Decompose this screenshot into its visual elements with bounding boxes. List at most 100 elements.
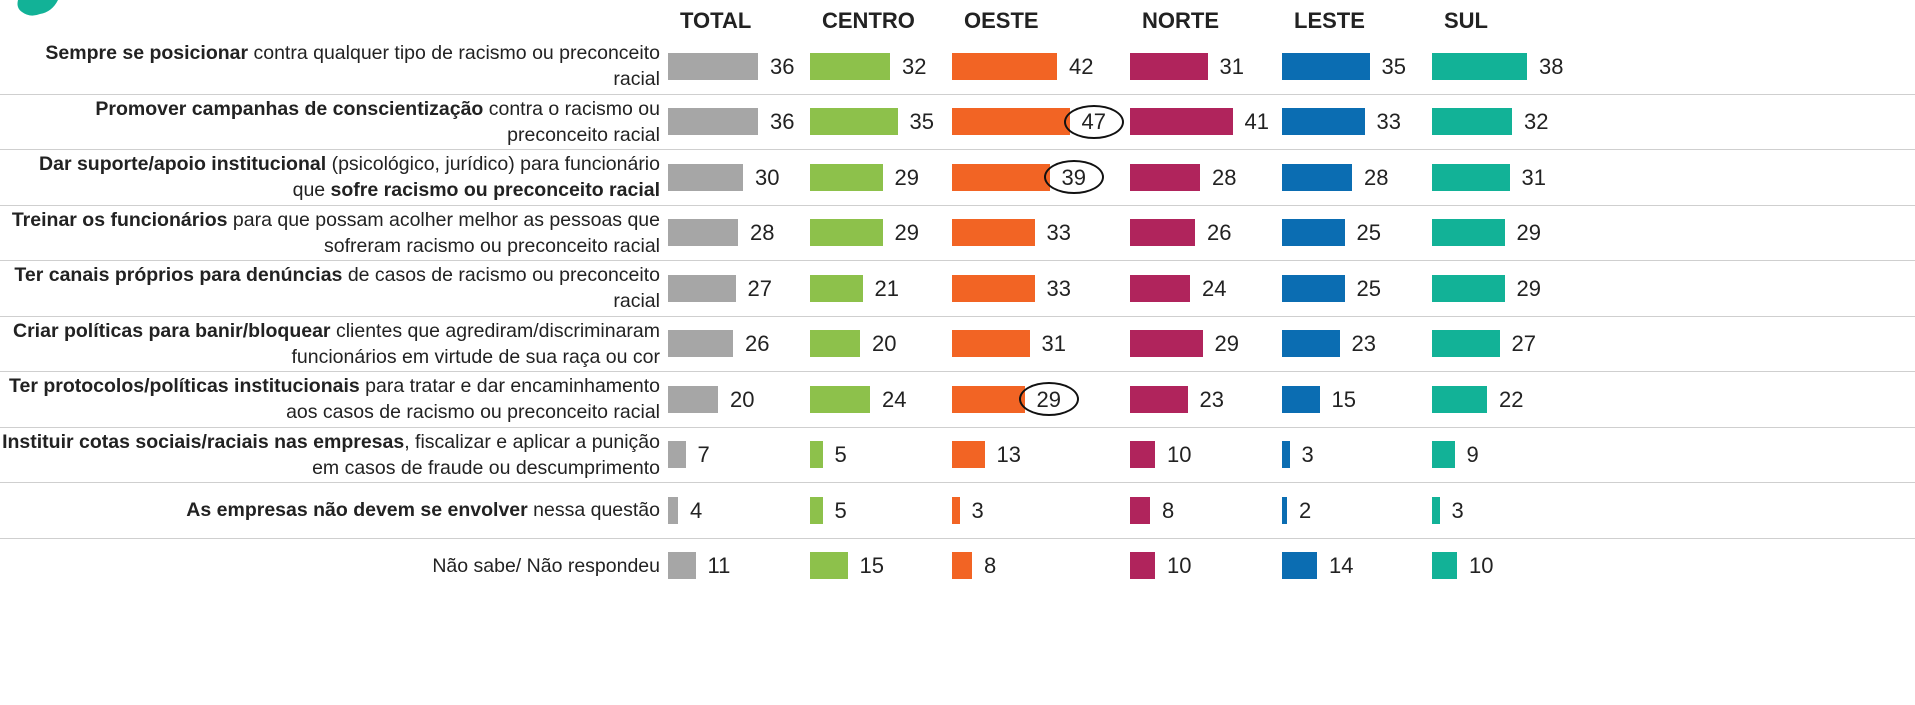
value-label: 33	[1046, 220, 1071, 245]
bar	[810, 52, 890, 80]
row-label: Treinar os funcionários para que possam …	[2, 205, 660, 261]
bar	[810, 552, 848, 579]
row-label: Ter canais próprios para denúncias de ca…	[2, 260, 660, 316]
bar	[1130, 163, 1200, 191]
bar	[1432, 441, 1455, 468]
bar	[1432, 552, 1457, 579]
bar	[1130, 496, 1150, 524]
bar	[1282, 52, 1370, 80]
label-bold: Treinar os funcionários	[11, 208, 228, 231]
bar	[1432, 219, 1505, 246]
value-label: 26	[745, 331, 770, 356]
bar	[668, 163, 743, 191]
value-label: 28	[1212, 164, 1237, 190]
value-label: 29	[1214, 331, 1239, 356]
bar	[1130, 108, 1233, 135]
value-label: 28	[1364, 164, 1389, 190]
value-label: 38	[1539, 53, 1564, 79]
bar	[1282, 163, 1352, 191]
value-label: 15	[1331, 386, 1356, 412]
row-label: Criar políticas para banir/bloquear clie…	[2, 316, 660, 372]
row-separator	[0, 427, 1915, 428]
bar	[1432, 163, 1510, 191]
value-label: 24	[1202, 275, 1227, 301]
highlight-circle	[1043, 160, 1104, 194]
value-label: 29	[1516, 275, 1541, 301]
column-header: OESTE	[964, 8, 1039, 33]
row-label: As empresas não devem se envolver nessa …	[2, 482, 660, 538]
value-label: 3	[1451, 497, 1464, 523]
bar	[810, 385, 870, 413]
highlight-circle	[1018, 382, 1079, 416]
value-label: 25	[1356, 275, 1381, 301]
value-label: 25	[1356, 220, 1381, 245]
bar	[810, 274, 863, 302]
bar	[1282, 330, 1340, 357]
row-label: Dar suporte/apoio institucional (psicoló…	[2, 149, 660, 205]
row-separator	[0, 205, 1915, 206]
label-bold: sofre racismo ou preconceito racial	[330, 179, 660, 201]
bar	[810, 108, 898, 135]
value-label: 26	[1207, 220, 1232, 245]
bar	[810, 163, 883, 191]
row-label-text: Instituir cotas sociais/raciais nas empr…	[2, 429, 660, 481]
bar	[952, 108, 1070, 135]
row-label-text: Ter canais próprios para denúncias de ca…	[2, 262, 660, 314]
row-separator	[0, 482, 1915, 483]
row-separator	[0, 316, 1915, 317]
label-text: (psicológico, jurídico) para funcionário…	[292, 153, 660, 201]
row-separator	[0, 149, 1915, 150]
value-label: 8	[984, 553, 997, 578]
value-label: 32	[902, 53, 927, 79]
column-header: TOTAL	[680, 8, 752, 33]
label-text: contra o racismo ou preconceito racial	[483, 97, 660, 146]
value-label: 27	[747, 275, 772, 301]
value-label: 27	[1511, 331, 1536, 356]
label-bold: Ter canais próprios para denúncias	[14, 264, 343, 286]
bar	[952, 219, 1035, 246]
value-label: 2	[1299, 497, 1312, 523]
label-text: Não sabe/ Não respondeu	[432, 554, 660, 577]
bar	[952, 441, 985, 468]
row-label-text: Ter protocolos/políticas institucionais …	[2, 373, 660, 425]
row-label-text: Promover campanhas de conscientização co…	[2, 96, 660, 148]
bar	[1282, 108, 1365, 135]
value-label: 9	[1466, 442, 1479, 467]
value-label: 21	[874, 275, 899, 301]
value-label: 36	[770, 109, 795, 134]
bar	[952, 552, 972, 579]
row-label-text: Treinar os funcionários para que possam …	[2, 207, 660, 259]
value-label: 30	[755, 164, 780, 190]
value-label: 31	[1521, 164, 1546, 190]
bar	[952, 496, 960, 524]
value-label: 23	[1351, 331, 1376, 356]
value-label: 33	[1046, 275, 1071, 301]
value-label: 35	[1381, 53, 1406, 79]
label-bold: Dar suporte/apoio institucional	[39, 153, 327, 175]
value-label: 15	[859, 553, 884, 578]
bar	[1282, 219, 1345, 246]
value-label: 10	[1167, 553, 1192, 578]
value-label: 13	[996, 442, 1021, 467]
bar	[1282, 496, 1287, 524]
bar	[1432, 52, 1527, 80]
bar	[1130, 441, 1155, 468]
label-text: para que possam acolher melhor as pessoa…	[227, 208, 660, 257]
label-bold: Promover campanhas de conscientização	[95, 97, 484, 120]
value-label: 5	[834, 442, 847, 467]
label-text: , fiscalizar e aplicar a punição em caso…	[312, 430, 660, 479]
value-label: 35	[909, 109, 934, 134]
value-label: 22	[1499, 386, 1524, 412]
column-header: SUL	[1444, 8, 1488, 33]
bar	[668, 552, 696, 579]
value-label: 33	[1376, 109, 1401, 134]
bar	[952, 52, 1057, 80]
bar	[810, 496, 823, 524]
bar	[668, 330, 733, 357]
row-separator	[0, 260, 1915, 261]
value-label: 20	[872, 331, 897, 356]
value-label: 20	[730, 386, 755, 412]
row-separator	[0, 94, 1915, 95]
column-header: LESTE	[1294, 8, 1365, 33]
value-label: 4	[690, 497, 703, 523]
